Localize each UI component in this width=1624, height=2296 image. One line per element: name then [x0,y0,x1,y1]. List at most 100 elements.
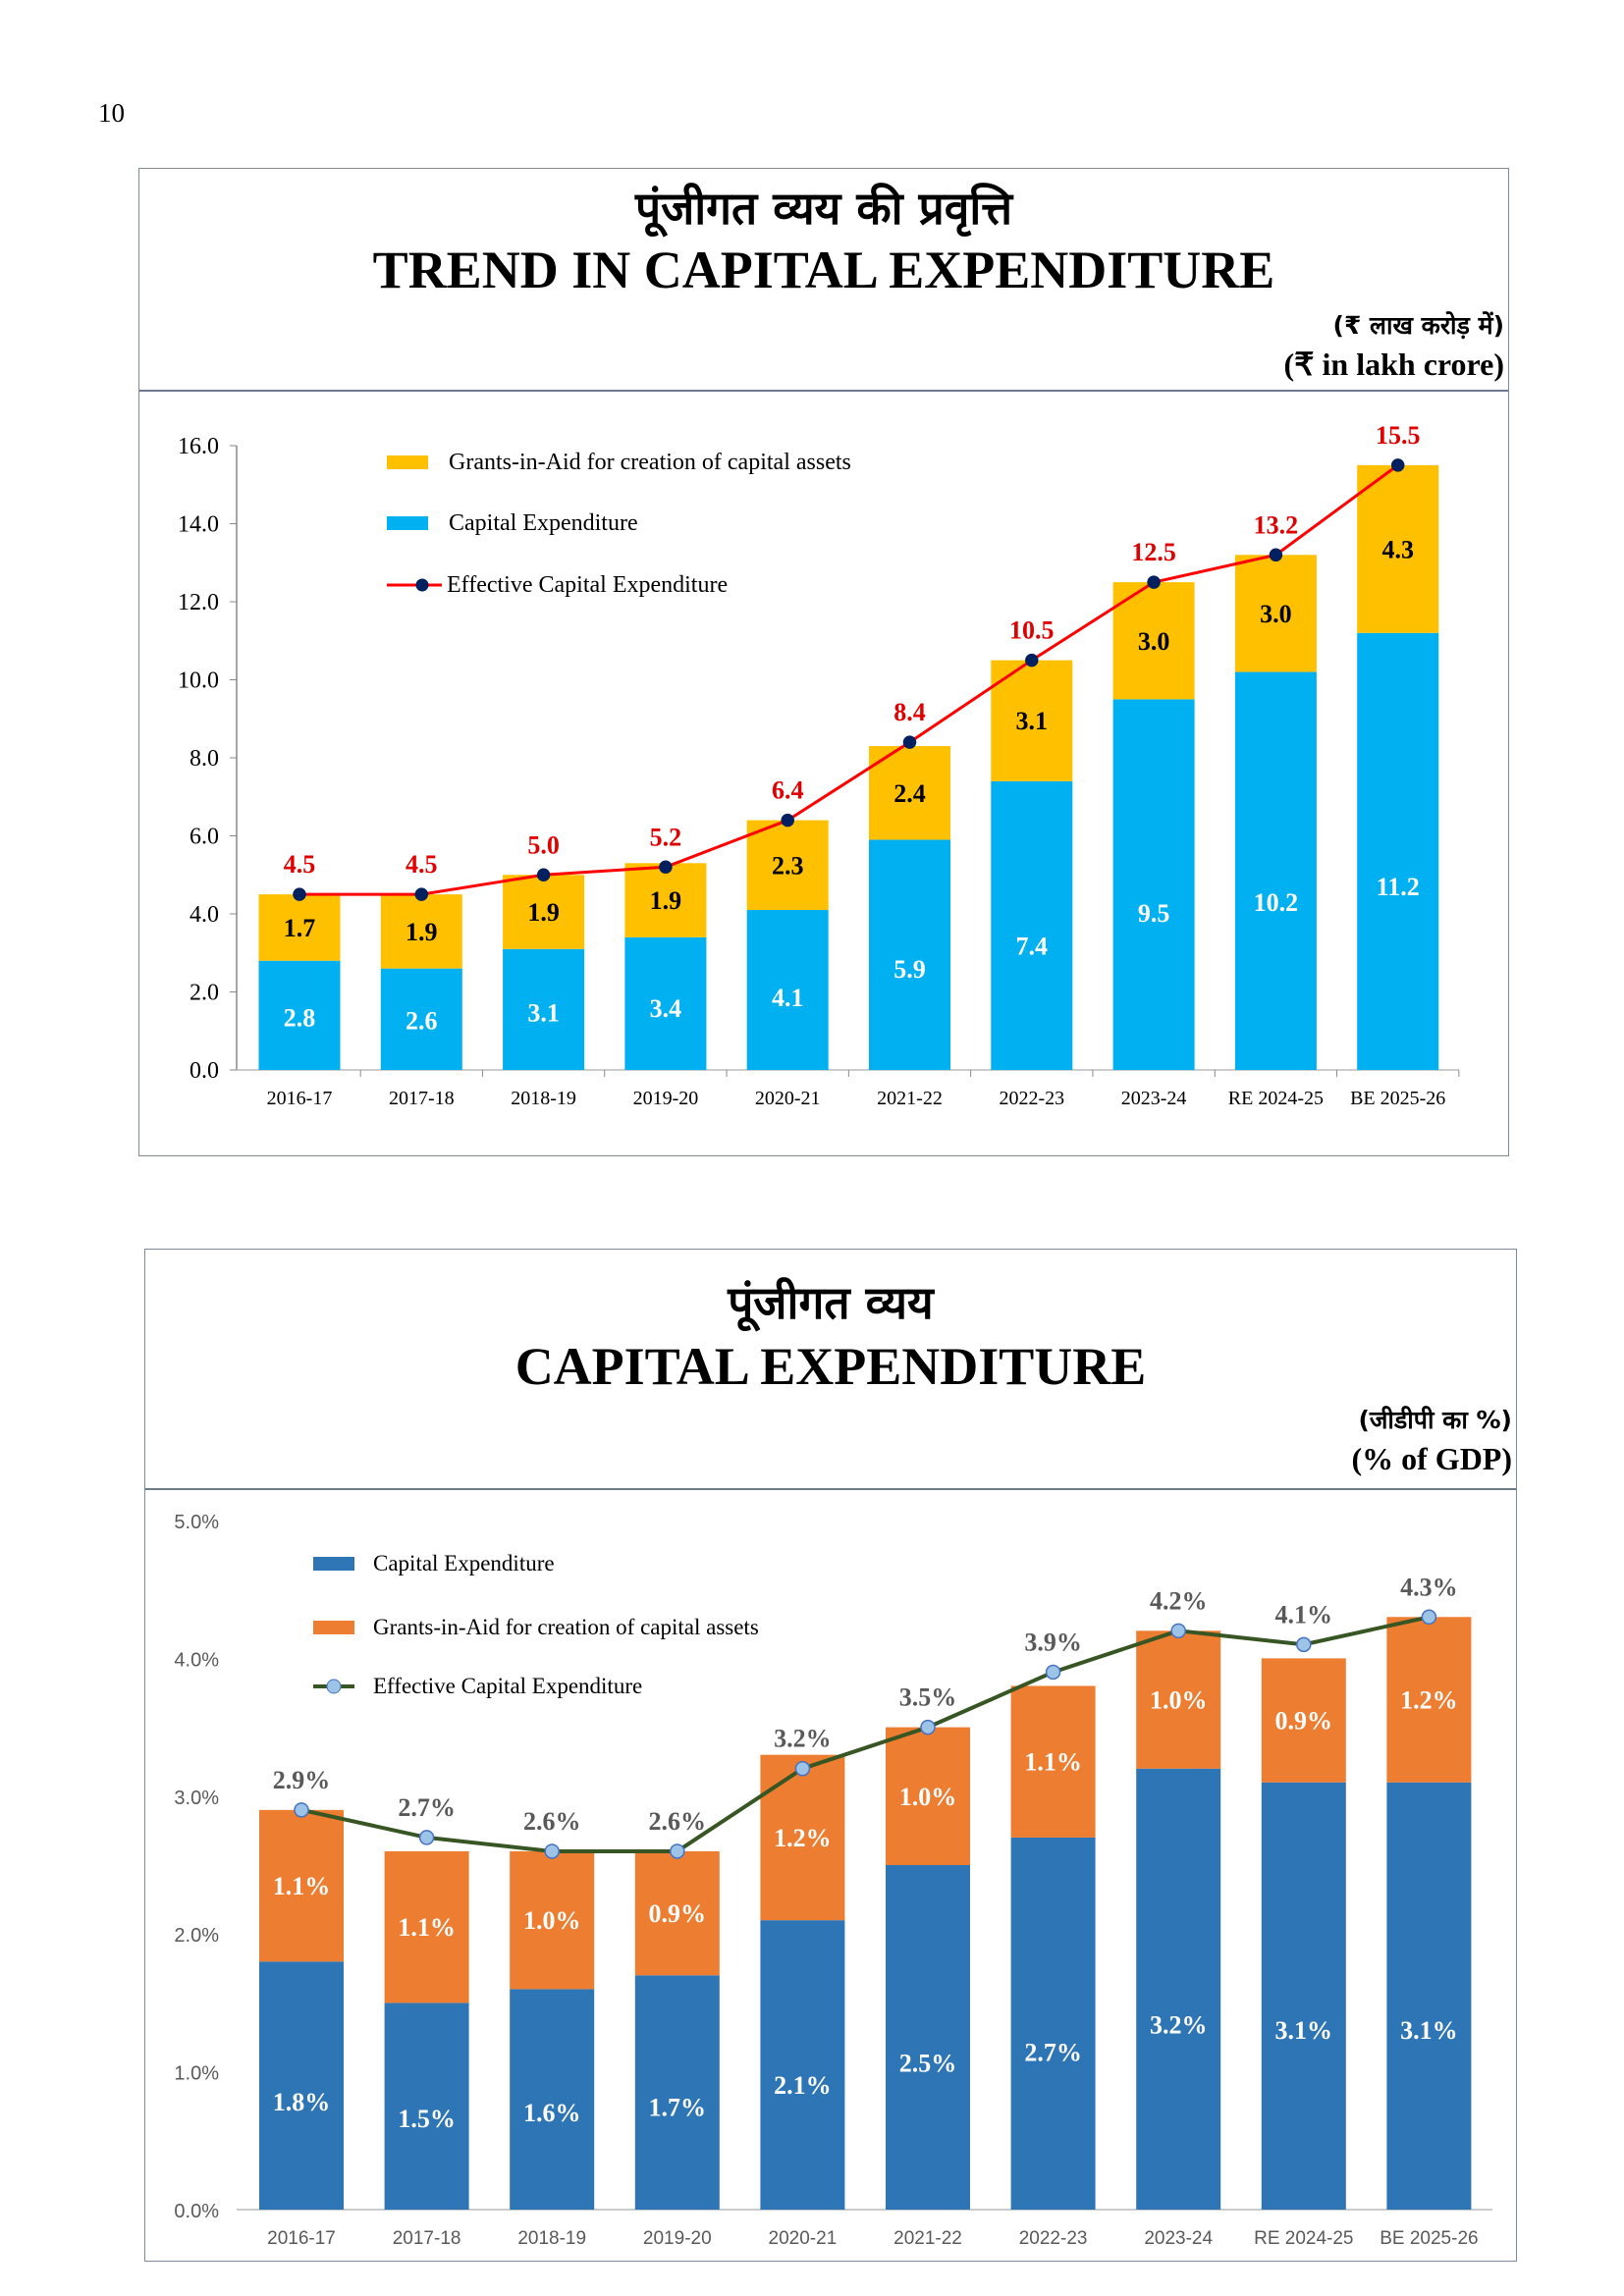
chart-1-y-tick-label: 8.0 [189,746,219,772]
chart-2-line-marker [1170,1623,1186,1639]
chart-1-data-label: 3.1 [527,999,560,1028]
chart-2-data-label: 1.1% [1024,1748,1082,1777]
chart-1-legend-marker-icon [415,578,429,592]
chart-1-line-marker [1269,548,1283,562]
chart-1-x-tick-label: BE 2025-26 [1350,1088,1445,1109]
chart-1-bar-segment-grants [869,746,950,840]
chart-1-bar-segment-grants [746,820,829,911]
chart-2-y-tick-label: 3.0% [174,1788,219,1809]
chart-1-bar-segment-capex [991,780,1073,1070]
chart-1-frame: पूंजीगत व्यय की प्रवृत्ति TREND IN CAPIT… [138,168,1509,1156]
chart-1-data-label: 7.4 [1016,932,1049,960]
chart-1-bar-segment-grants [1357,464,1439,633]
chart-2-line-marker [1296,1636,1312,1653]
chart-2-line-data-label: 3.2% [774,1725,832,1753]
chart-2-y-tick-label: 1.0% [174,2063,219,2085]
chart-2-bar-segment-grants [1261,1658,1346,1783]
chart-2-bar-segment-grants [1386,1617,1472,1783]
chart-2-bar-segment-grants [384,1850,469,2003]
chart-1-bar-segment-capex [869,839,950,1070]
chart-2-legend-swatch [313,1557,354,1571]
chart-1-line-marker [659,860,673,875]
chart-1-line-marker [1147,575,1161,589]
chart-2-bar-segment-capex [384,2002,469,2210]
chart-1-line-data-label: 12.5 [1131,538,1176,566]
chart-2-data-label: 1.5% [398,2105,456,2133]
chart-1-x-tick-label: 2018-19 [511,1088,576,1109]
chart-2-line-data-label: 2.6% [523,1807,581,1836]
chart-2-line-data-label: 2.9% [273,1766,331,1794]
chart-2-x-tick-label: 2022-23 [1019,2228,1088,2249]
page-number: 10 [98,98,125,128]
chart-2-x-tick-label: RE 2024-25 [1254,2228,1353,2249]
chart-2-bar-segment-capex [1261,1782,1346,2210]
chart-2-data-label: 3.1% [1275,2016,1333,2045]
chart-2-bar-segment-grants [1010,1685,1096,1838]
chart-1-x-tick-label: 2016-17 [267,1088,333,1109]
chart-2-x-tick-label: 2016-17 [267,2228,336,2249]
chart-1-data-label: 3.0 [1138,627,1170,656]
chart-1-x-tick-label: 2021-22 [877,1088,943,1109]
chart-2-line-marker [1045,1664,1061,1681]
chart-1-line-data-label: 5.2 [650,823,682,851]
chart-1-data-label: 4.3 [1381,535,1414,563]
chart-1-unit-hindi: (₹ लाख करोड़ में) [1332,311,1504,340]
chart-1-line-data-label: 5.0 [527,830,560,859]
chart-1-header: पूंजीगत व्यय की प्रवृत्ति TREND IN CAPIT… [139,169,1508,392]
chart-1-line-marker [1390,458,1405,472]
chart-2-bar-segment-capex [634,1975,720,2210]
chart-1-bar-segment-capex [1357,632,1439,1070]
chart-1-y-tick-label: 10.0 [178,668,219,694]
chart-1-data-label: 9.5 [1138,899,1170,928]
chart-1-data-label: 2.6 [406,1007,438,1036]
chart-2-bar-segment-grants [259,1809,344,1962]
chart-2-bar-segment-grants [1136,1630,1221,1769]
chart-2-legend-label: Grants-in-Aid for creation of capital as… [373,1615,759,1639]
chart-2-frame: पूंजीगत व्यय CAPITAL EXPENDITURE (जीडीपी… [144,1249,1517,2262]
chart-1-data-label: 3.1 [1016,707,1049,735]
chart-2-bar-segment-grants [886,1727,970,1865]
chart-2-data-label: 2.1% [774,2071,832,2100]
chart-2-bar-segment-grants [510,1850,595,1990]
chart-1-bar-segment-grants [258,894,341,961]
chart-2-data-label: 1.2% [774,1824,832,1852]
chart-1-legend-label: Capital Expenditure [449,510,638,536]
chart-2-data-label: 2.7% [1024,2038,1082,2066]
chart-2-data-label: 3.2% [1150,2010,1208,2039]
chart-1-title: TREND IN CAPITAL EXPENDITURE [372,240,1275,299]
chart-2-line-data-label: 4.1% [1275,1600,1333,1629]
chart-1-data-label: 3.0 [1260,600,1292,628]
chart-1-bar-segment-capex [380,968,462,1070]
chart-1-line-marker [902,735,917,749]
chart-1-line-data-label: 15.5 [1376,421,1421,450]
chart-1-data-label: 1.9 [527,898,560,927]
chart-1-data-label: 11.2 [1377,873,1420,901]
chart-2-x-tick-label: 2019-20 [643,2228,712,2249]
chart-2-y-tick-label: 0.0% [174,2201,219,2222]
chart-1-bar-segment-grants [1234,555,1317,672]
chart-1-bar-segment-capex [1112,699,1195,1070]
chart-2-bar-segment-grants [760,1754,845,1921]
chart-2-bar-segment-capex [1136,1768,1221,2210]
chart-2-line-marker [670,1843,685,1859]
chart-2-line-marker [418,1830,435,1845]
chart-2-line-marker [294,1802,309,1818]
chart-1-data-label: 2.3 [772,851,804,880]
chart-1-legend-swatch [387,455,428,469]
chart-2-line-marker [1421,1609,1437,1626]
chart-2-bar-segment-grants [634,1850,720,1976]
chart-2-y-tick-label: 4.0% [174,1649,219,1671]
chart-1-line-data-label: 8.4 [893,698,926,726]
chart-1-data-label: 1.9 [406,918,438,946]
chart-1-y-tick-label: 0.0 [189,1058,219,1084]
chart-1-bar-segment-grants [1112,582,1195,700]
chart-2-bar-segment-capex [1010,1837,1096,2210]
chart-2-x-tick-label: 2018-19 [517,2228,586,2249]
chart-1-x-tick-label: 2022-23 [999,1088,1064,1109]
chart-2-data-label: 1.2% [1400,1686,1458,1715]
chart-1-bar-segment-grants [503,875,585,949]
chart-1-line-effective-capex [299,463,1399,896]
chart-2-x-tick-label: 2017-18 [393,2228,461,2249]
chart-1-line-data-label: 4.5 [284,850,316,879]
chart-2-data-label: 2.5% [899,2050,957,2078]
